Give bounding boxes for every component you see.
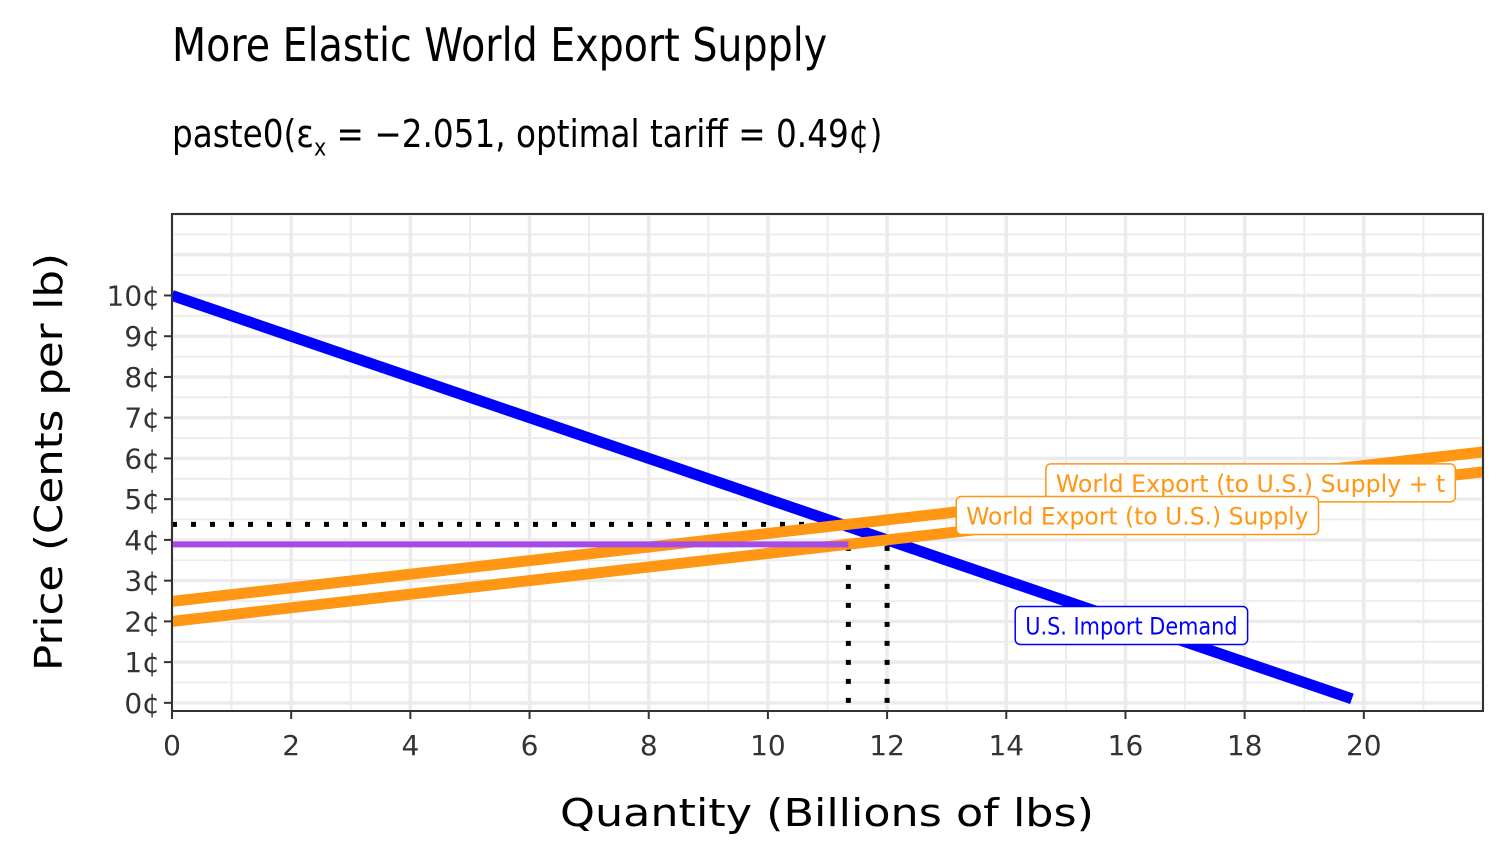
y-tick-label: 10¢ [107, 279, 160, 312]
chart-subtitle: paste0(εx = −2.051, optimal tariff = 0.4… [172, 112, 882, 162]
annotation-label-1: World Export (to U.S.) Supply [955, 495, 1320, 536]
annotation-box [1014, 605, 1249, 646]
plot-border [171, 213, 1484, 712]
annotation-box [955, 495, 1320, 536]
x-tick-label: 2 [282, 729, 300, 762]
annotation-text: World Export (to U.S.) Supply [966, 502, 1308, 530]
annotation-text: U.S. Import Demand [1025, 612, 1237, 640]
x-tick-label: 8 [640, 729, 658, 762]
subtitle-prefix: paste0( [172, 112, 297, 156]
subtitle-symbol: ε [296, 112, 314, 156]
x-axis-title: Quantity (Billions of lbs) [560, 791, 1094, 835]
annotation-label-2: U.S. Import Demand [1014, 605, 1249, 646]
y-tick-label: 8¢ [124, 361, 160, 394]
y-tick-label: 4¢ [124, 524, 160, 557]
subtitle-rest: = −2.051, optimal tariff = 0.49¢ [326, 112, 870, 156]
annotation-text: World Export (to U.S.) Supply + t [1056, 470, 1445, 498]
y-tick-label: 1¢ [124, 646, 160, 679]
y-tick-label: 7¢ [124, 402, 160, 435]
chart-title: More Elastic World Export Supply [172, 18, 828, 72]
y-tick-label: 9¢ [124, 320, 160, 353]
x-tick-label: 18 [1227, 729, 1263, 762]
subtitle-subscript: x [313, 133, 327, 162]
x-tick-label: 16 [1108, 729, 1144, 762]
y-tick-label: 5¢ [124, 483, 160, 516]
y-tick-label: 2¢ [124, 605, 160, 638]
x-tick-label: 10 [750, 729, 786, 762]
y-tick-label: 6¢ [124, 442, 160, 475]
y-tick-label: 0¢ [124, 687, 160, 720]
x-tick-label: 4 [401, 729, 419, 762]
y-tick-label: 3¢ [124, 565, 160, 598]
annotation-label-0: World Export (to U.S.) Supply + t [1045, 463, 1457, 503]
annotations: World Export (to U.S.) Supply + t World E… [955, 463, 1457, 646]
y-axis-title: Price (Cents per lb) [27, 253, 71, 671]
x-tick-label: 20 [1346, 729, 1382, 762]
x-tick-label: 14 [988, 729, 1024, 762]
axes: 0 2 4 6 8 10 12 14 16 18 20 0¢ 1¢ 2¢ 3¢ 4¢ 5¢ 6¢ 7¢ 8¢ 9¢ 10¢ [107, 279, 1382, 762]
x-tick-label: 0 [163, 729, 181, 762]
reference-lines [172, 521, 890, 703]
subtitle-suffix: ) [869, 112, 883, 156]
x-tick-label: 6 [521, 729, 539, 762]
x-tick-label: 12 [869, 729, 905, 762]
